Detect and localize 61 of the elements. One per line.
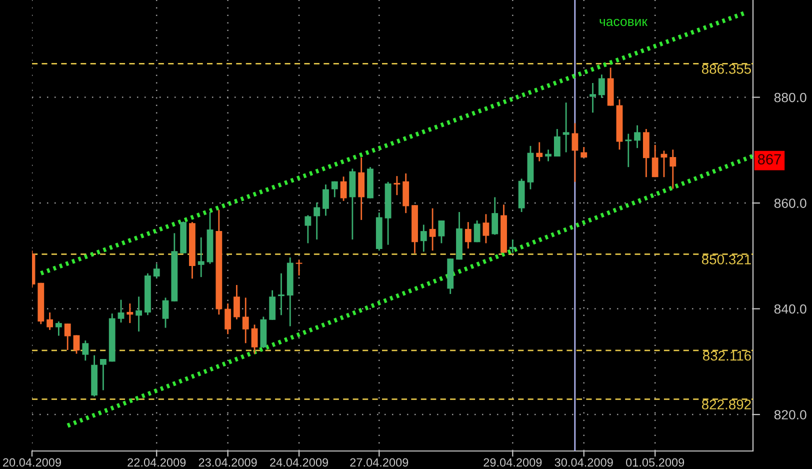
- candlestick: [278, 272, 284, 316]
- y-tick-label: 820.0: [774, 410, 806, 420]
- candlestick: [340, 176, 347, 202]
- ref-line-label: 822.892: [702, 400, 751, 410]
- x-tick-label: 23.04.2009: [198, 458, 257, 467]
- candlestick: [429, 208, 436, 252]
- x-tick-label: 20.04.2009: [3, 458, 61, 467]
- candlestick: [234, 284, 240, 320]
- candlestick: [598, 74, 605, 99]
- candlestick: [536, 142, 543, 162]
- candlestick: [56, 320, 62, 336]
- x-tick-label: 27.04.2009: [350, 458, 408, 467]
- text: 867: [758, 154, 781, 164]
- candlestick: [438, 220, 445, 244]
- annotation: часовик: [600, 18, 648, 26]
- candlestick: [634, 124, 640, 149]
- candlestick: [590, 82, 596, 114]
- candlestick: [82, 340, 89, 362]
- candlestick: [509, 238, 516, 254]
- ref-line-label: 886.355: [702, 64, 751, 74]
- candlestick: [474, 220, 480, 243]
- candlestick: [153, 263, 160, 279]
- candlestick: [562, 102, 570, 153]
- candlestick: [73, 334, 80, 354]
- candlestick: [420, 224, 427, 252]
- y-tick-label: 840.0: [774, 304, 806, 314]
- candlestick: [545, 148, 552, 162]
- x-tick-label: 24.04.2009: [270, 458, 328, 467]
- candlestick: [652, 144, 658, 178]
- candlestick: [492, 196, 498, 236]
- x-tick-label: 29.04.2009: [484, 458, 542, 467]
- candlestick: [331, 180, 338, 198]
- x-tick-label: 01.05.2009: [626, 458, 684, 467]
- candlestick: [625, 133, 632, 168]
- candlestick: [100, 358, 106, 391]
- candlestick: [242, 296, 249, 344]
- candlestick: [314, 202, 320, 240]
- candlestick: [269, 290, 276, 321]
- candlestick: [162, 296, 169, 329]
- candlestick: [554, 128, 560, 158]
- x-tick-label: 30.04.2009: [554, 458, 613, 467]
- candlestick: [224, 302, 232, 335]
- candlestick: [304, 214, 312, 244]
- y-tick-label: 880.0: [774, 92, 806, 102]
- candlestick: [322, 184, 329, 216]
- candlestick: [572, 122, 578, 183]
- x-tick-label: 22.04.2009: [128, 458, 186, 467]
- candlestick: [126, 302, 134, 324]
- candlestick: [394, 175, 400, 196]
- ref-line-label: 850.321: [702, 254, 751, 264]
- ref-line-label: 832.116: [702, 350, 751, 361]
- candlestick: [198, 236, 204, 278]
- candlestick: [118, 299, 124, 324]
- candlestick: [64, 322, 71, 351]
- candlestick: [251, 324, 258, 354]
- y-tick-label: 860.0: [774, 198, 806, 208]
- candlestick: [136, 296, 142, 332]
- candlestick: [464, 221, 472, 250]
- candlestick: [46, 312, 54, 331]
- candlestick: [482, 213, 490, 244]
- candlestick: [670, 148, 676, 190]
